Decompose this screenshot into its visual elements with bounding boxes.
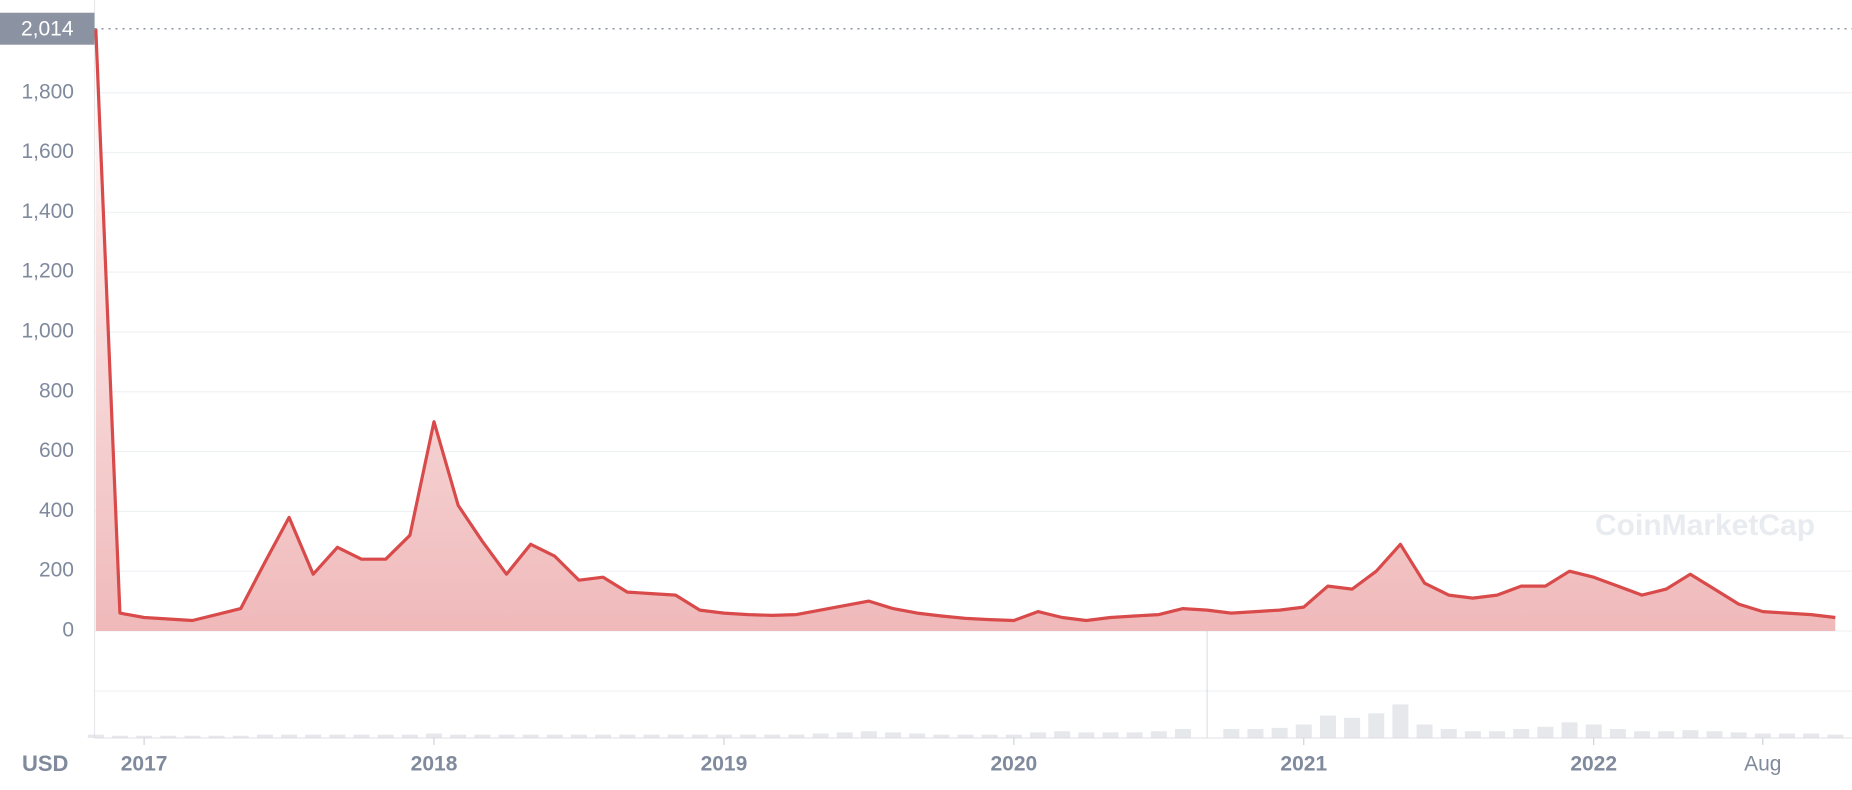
x-tick-label: 2020 <box>991 753 1038 776</box>
y-tick-label: 800 <box>39 379 74 402</box>
volume-bar <box>1706 731 1723 738</box>
volume-bar <box>1030 732 1047 738</box>
volume-bar <box>764 734 781 738</box>
volume-bar <box>377 734 394 738</box>
volume-bar <box>426 733 443 738</box>
volume-bar <box>353 734 370 738</box>
y-tick-label: 600 <box>39 439 74 462</box>
volume-bar <box>1005 734 1022 738</box>
volume-bar <box>1489 731 1506 738</box>
x-tick-label: 2022 <box>1570 753 1617 776</box>
volume-bar <box>1537 726 1554 738</box>
y-tick-label: 0 <box>62 619 74 642</box>
price-area <box>95 28 1836 631</box>
volume-bar <box>1368 713 1385 738</box>
x-tick-label: 2018 <box>411 753 458 776</box>
volume-bar <box>1102 732 1119 738</box>
volume-bar <box>619 734 636 738</box>
volume-bar <box>232 735 249 738</box>
volume-bar <box>740 734 757 738</box>
volume-bar <box>1440 729 1457 738</box>
x-tick-label: 2021 <box>1280 753 1327 776</box>
volume-bar <box>1319 715 1336 738</box>
volume-bar <box>788 734 805 738</box>
volume-bar <box>1609 729 1626 738</box>
volume-bar <box>1126 732 1143 738</box>
volume-bar <box>208 735 225 738</box>
volume-bar <box>1247 729 1264 738</box>
volume-bar <box>1078 732 1095 738</box>
volume-bar <box>281 734 298 738</box>
volume-bar <box>1174 729 1191 738</box>
currency-label: USD <box>22 751 68 776</box>
volume-bar <box>715 734 732 738</box>
volume-bar <box>1561 722 1578 738</box>
volume-bar <box>667 734 684 738</box>
volume-bar <box>1344 717 1361 738</box>
x-tick-label: 2017 <box>121 753 168 776</box>
volume-bar <box>885 732 902 738</box>
volume-bar <box>136 735 153 738</box>
volume-bar <box>595 734 612 738</box>
price-marker-label: 2,014 <box>21 17 74 40</box>
volume-bar <box>1585 724 1602 738</box>
volume-bar <box>305 734 322 738</box>
volume-bar <box>474 734 491 738</box>
volume-bar <box>1634 731 1651 738</box>
y-tick-label: 1,000 <box>21 319 74 342</box>
volume-bar <box>1150 731 1167 738</box>
volume-bar <box>570 734 587 738</box>
volume-bar <box>860 731 877 738</box>
volume-bar <box>450 734 467 738</box>
volume-bar <box>1754 733 1771 738</box>
y-tick-label: 400 <box>39 499 74 522</box>
volume-bar <box>836 732 853 738</box>
y-tick-label: 1,200 <box>21 260 74 283</box>
volume-bar <box>1295 724 1312 738</box>
volume-bar <box>1271 727 1288 738</box>
volume-bar <box>1658 731 1675 738</box>
volume-bar <box>1803 733 1820 738</box>
volume-bar <box>1513 729 1530 738</box>
volume-bar <box>87 734 104 738</box>
y-tick-label: 1,800 <box>21 80 74 103</box>
volume-bar <box>691 734 708 738</box>
volume-bar <box>1206 626 1208 738</box>
volume-bar <box>1778 733 1795 738</box>
price-line <box>94 28 1836 623</box>
volume-bar <box>111 735 128 738</box>
x-tick-label: Aug <box>1744 753 1781 776</box>
x-tick-label: 2019 <box>701 753 748 776</box>
volume-bar <box>643 734 660 738</box>
price-marker-box <box>0 12 95 45</box>
volume-bar <box>546 734 563 738</box>
volume-bar <box>957 734 974 738</box>
volume-bar <box>401 734 418 738</box>
y-tick-label: 1,600 <box>21 140 74 163</box>
y-tick-label: 1,400 <box>21 200 74 223</box>
volume-bar <box>933 734 950 738</box>
volume-bar <box>1827 734 1844 738</box>
volume-bar <box>1416 724 1433 738</box>
y-tick-label: 200 <box>39 559 74 582</box>
volume-bar <box>1682 730 1699 738</box>
volume-bar <box>498 734 515 738</box>
volume-bar <box>981 734 998 738</box>
volume-bar <box>256 734 273 738</box>
volume-bar <box>1392 704 1409 738</box>
watermark: CoinMarketCap <box>1595 509 1815 542</box>
volume-bar <box>909 733 926 738</box>
volume-bar <box>1730 732 1747 738</box>
volume-bar <box>329 734 346 738</box>
volume-bar <box>1464 731 1481 738</box>
volume-bar <box>160 735 177 738</box>
volume-bar <box>184 735 201 738</box>
volume-bar <box>522 734 539 738</box>
volume-bar <box>812 733 829 738</box>
volume-bar <box>1054 731 1071 738</box>
volume-bar <box>1223 729 1240 738</box>
